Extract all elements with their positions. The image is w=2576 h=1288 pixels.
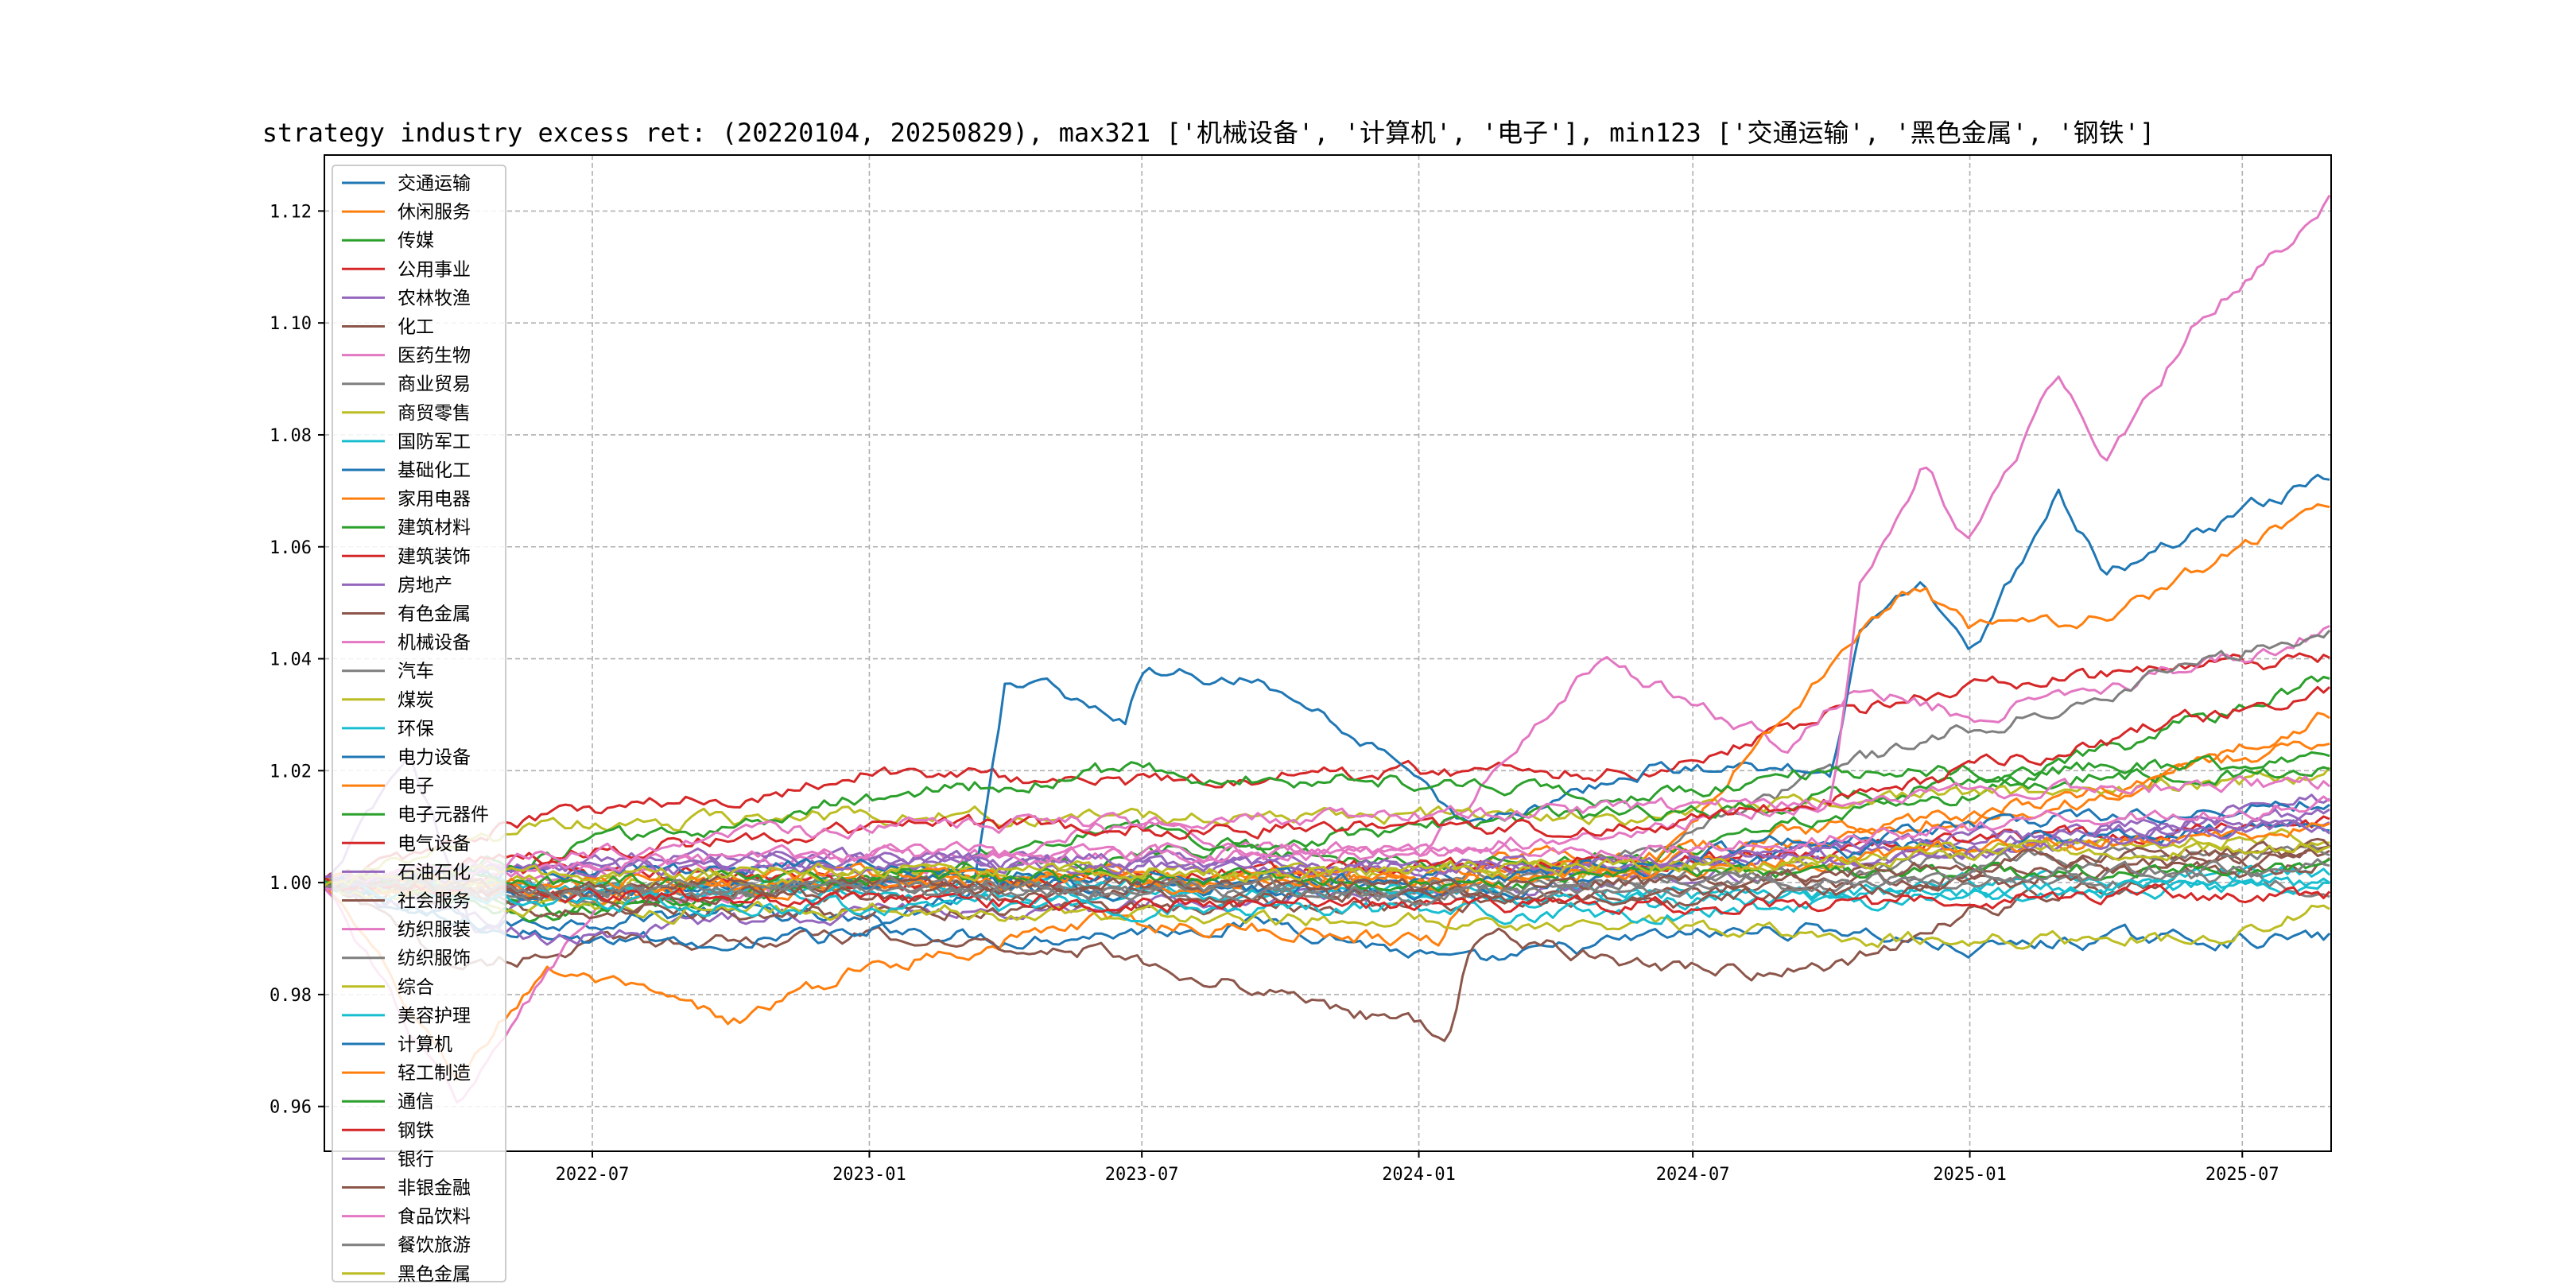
series-lines — [324, 194, 2331, 1104]
legend-label: 商业贸易 — [398, 374, 471, 395]
legend-label: 电子元器件 — [398, 805, 489, 825]
legend-label: 纺织服装 — [398, 920, 471, 941]
series-line — [324, 837, 2331, 899]
series-line — [324, 194, 2331, 889]
y-tick-label: 0.96 — [270, 1098, 312, 1118]
legend-label: 基础化工 — [398, 460, 471, 481]
y-tick-label: 1.02 — [270, 762, 312, 782]
legend-label: 医药生物 — [398, 346, 471, 367]
series-line — [324, 877, 2330, 950]
legend-label: 环保 — [398, 719, 434, 739]
legend-label: 轻工制造 — [398, 1063, 471, 1084]
legend-label: 黑色金属 — [398, 1264, 471, 1285]
legend-box — [332, 165, 506, 1282]
legend-label: 公用事业 — [398, 259, 471, 280]
legend-label: 有色金属 — [398, 604, 471, 625]
legend-label: 钢铁 — [398, 1120, 434, 1141]
y-tick-label: 1.04 — [270, 650, 312, 670]
series-line — [324, 685, 2331, 891]
legend-label: 家用电器 — [398, 489, 471, 510]
y-tick-label: 1.00 — [270, 874, 312, 894]
legend-label: 食品饮料 — [398, 1207, 471, 1228]
plot-frame — [324, 154, 2332, 1152]
x-tick-label: 2022-07 — [556, 1165, 630, 1185]
series-line — [324, 766, 2330, 923]
legend-label: 石油石化 — [398, 862, 471, 883]
legend-label: 建筑装饰 — [398, 546, 471, 567]
legend-label: 综合 — [398, 977, 434, 998]
series-line — [324, 846, 2330, 921]
legend-label: 纺织服饰 — [398, 949, 471, 969]
y-tick-label: 1.12 — [270, 202, 312, 222]
legend-label: 餐饮旅游 — [398, 1236, 471, 1256]
x-tick-label: 2023-01 — [832, 1165, 906, 1185]
series-line — [324, 652, 2330, 886]
series-line — [324, 839, 2330, 887]
legend-label: 电力设备 — [398, 747, 471, 768]
y-axis: 0.96 0.98 1.00 1.02 1.04 1.06 1.08 1.10 1.12 — [270, 202, 324, 1118]
chart-title: strategy industry excess ret: (20220104,… — [262, 118, 2155, 148]
legend-label: 通信 — [398, 1092, 434, 1112]
y-tick-label: 0.98 — [270, 986, 312, 1006]
legend-label: 煤炭 — [398, 690, 434, 711]
series-line — [324, 712, 2330, 1081]
series-line — [324, 858, 2330, 906]
legend-label: 计算机 — [398, 1034, 452, 1055]
y-tick-label: 1.10 — [270, 314, 312, 334]
legend-label: 商贸零售 — [398, 403, 471, 424]
legend-label: 美容护理 — [398, 1006, 471, 1026]
legend-label: 国防军工 — [398, 432, 471, 452]
legend-label: 汽车 — [398, 661, 434, 682]
legend-label: 休闲服务 — [398, 202, 471, 223]
y-tick-label: 1.08 — [270, 426, 312, 446]
series-line — [324, 795, 2331, 891]
legend-label: 化工 — [398, 317, 434, 338]
x-tick-label: 2025-01 — [1933, 1165, 2007, 1185]
x-tick-label: 2024-07 — [1656, 1165, 1730, 1185]
legend-label: 房地产 — [398, 575, 452, 596]
series-line — [324, 800, 2330, 890]
series-line — [324, 857, 2331, 914]
legend-label: 银行 — [398, 1149, 434, 1170]
series-line — [324, 774, 2331, 886]
series-line — [324, 879, 2330, 925]
legend-label: 非银金融 — [398, 1178, 471, 1199]
x-tick-label: 2023-07 — [1105, 1165, 1179, 1185]
x-tick-label: 2024-01 — [1382, 1165, 1456, 1185]
x-tick-label: 2025-07 — [2206, 1165, 2279, 1185]
legend-label: 农林牧渔 — [398, 288, 471, 308]
series-line — [324, 473, 2330, 952]
legend-label: 建筑材料 — [398, 518, 471, 538]
y-tick-label: 1.06 — [270, 538, 312, 558]
legend-label: 交通运输 — [398, 173, 471, 194]
legend-label: 机械设备 — [398, 633, 471, 654]
series-line — [324, 751, 2330, 893]
legend-label: 电子 — [398, 776, 434, 797]
grid — [324, 155, 2331, 1151]
legend-label: 电气设备 — [398, 833, 471, 854]
series-line — [324, 844, 2330, 1042]
legend-label: 传媒 — [398, 231, 434, 251]
x-axis: 2022-07 2023-01 2023-07 2024-01 2024-07 2025-… — [556, 1151, 2279, 1185]
series-line — [324, 876, 2331, 916]
legend: 交通运输休闲服务传媒公用事业农林牧渔化工医药生物商业贸易商贸零售国防军工基础化工… — [332, 165, 506, 1285]
legend-label: 社会服务 — [398, 891, 471, 912]
